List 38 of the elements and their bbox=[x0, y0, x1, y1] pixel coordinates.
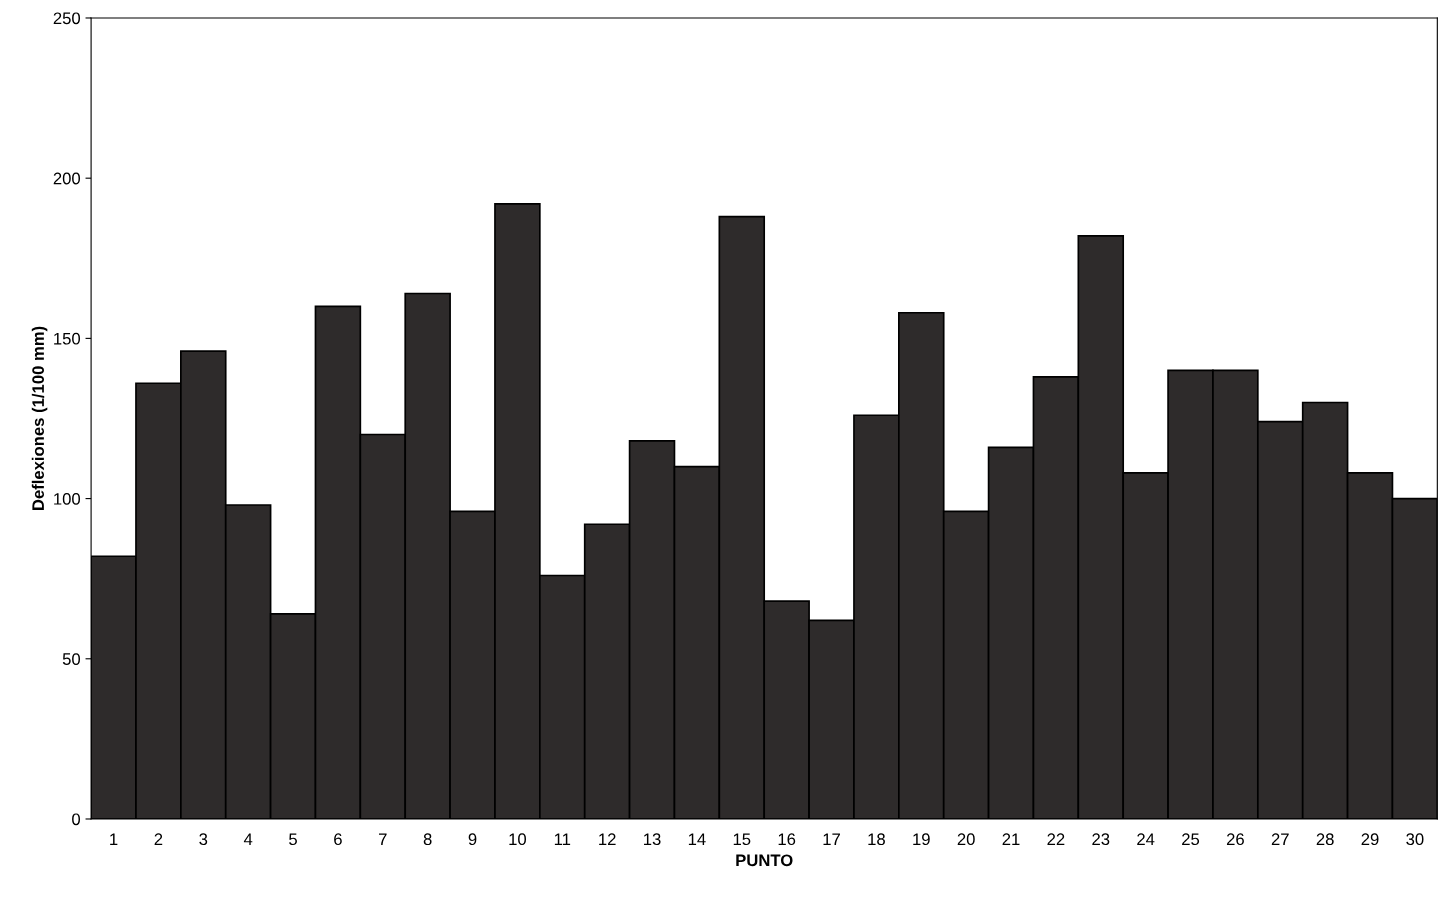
y-axis-title: Deflexiones (1/100 mm) bbox=[31, 326, 48, 510]
x-tick-label: 12 bbox=[599, 833, 616, 845]
x-tick-label: 10 bbox=[509, 833, 527, 846]
x-tick-label: 28 bbox=[1316, 833, 1334, 846]
x-tick-label: 6 bbox=[334, 833, 342, 846]
y-tick-label: 200 bbox=[53, 172, 81, 185]
x-tick-label: 2 bbox=[154, 833, 163, 845]
x-tick-label: 25 bbox=[1182, 833, 1200, 846]
x-tick-label: 19 bbox=[913, 833, 930, 846]
x-tick-label: 17 bbox=[823, 833, 840, 845]
x-tick-label: 7 bbox=[379, 833, 387, 845]
x-tick-label: 26 bbox=[1226, 833, 1244, 846]
x-tick-label: 5 bbox=[289, 833, 297, 846]
x-tick-label: 30 bbox=[1406, 833, 1424, 846]
y-tick-label: 0 bbox=[72, 813, 81, 826]
x-tick-label: 8 bbox=[423, 833, 432, 846]
x-tick-label: 15 bbox=[733, 833, 751, 846]
y-tick-label: 100 bbox=[54, 492, 81, 505]
x-tick-label: 1 bbox=[110, 833, 118, 845]
y-tick-label: 250 bbox=[53, 12, 81, 25]
x-axis-title: PUNTO bbox=[736, 854, 793, 867]
x-tick-label: 14 bbox=[688, 833, 706, 845]
y-tick-label: 50 bbox=[62, 653, 81, 665]
x-tick-label: 16 bbox=[778, 833, 796, 846]
x-tick-label: 9 bbox=[468, 833, 477, 846]
x-tick-label: 4 bbox=[243, 833, 253, 845]
x-tick-label: 27 bbox=[1271, 833, 1289, 845]
y-tick-label: 150 bbox=[54, 332, 81, 345]
x-tick-label: 11 bbox=[554, 833, 571, 845]
x-tick-label: 22 bbox=[1047, 833, 1065, 845]
x-tick-label: 20 bbox=[957, 833, 975, 846]
x-tick-label: 29 bbox=[1361, 833, 1379, 846]
x-tick-label: 3 bbox=[199, 833, 208, 846]
x-tick-label: 21 bbox=[1002, 833, 1020, 845]
x-tick-label: 24 bbox=[1137, 833, 1155, 845]
x-tick-label: 13 bbox=[644, 833, 661, 846]
x-tick-label: 23 bbox=[1092, 833, 1110, 846]
x-tick-label: 18 bbox=[868, 833, 885, 846]
